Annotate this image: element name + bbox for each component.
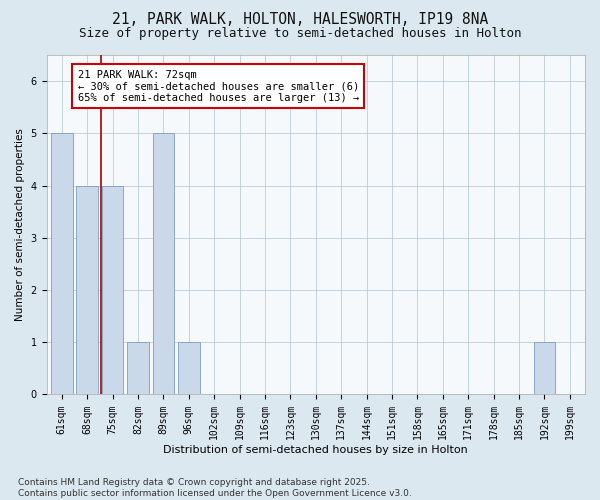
Bar: [533, 342, 555, 394]
Text: Size of property relative to semi-detached houses in Holton: Size of property relative to semi-detach…: [79, 28, 521, 40]
Y-axis label: Number of semi-detached properties: Number of semi-detached properties: [15, 128, 25, 321]
X-axis label: Distribution of semi-detached houses by size in Holton: Distribution of semi-detached houses by …: [163, 445, 468, 455]
Text: 21, PARK WALK, HOLTON, HALESWORTH, IP19 8NA: 21, PARK WALK, HOLTON, HALESWORTH, IP19 …: [112, 12, 488, 28]
Text: 21 PARK WALK: 72sqm
← 30% of semi-detached houses are smaller (6)
65% of semi-de: 21 PARK WALK: 72sqm ← 30% of semi-detach…: [77, 70, 359, 103]
Bar: [127, 342, 149, 394]
Bar: [76, 186, 98, 394]
Bar: [178, 342, 200, 394]
Bar: [51, 134, 73, 394]
Bar: [152, 134, 174, 394]
Text: Contains HM Land Registry data © Crown copyright and database right 2025.
Contai: Contains HM Land Registry data © Crown c…: [18, 478, 412, 498]
Bar: [102, 186, 124, 394]
